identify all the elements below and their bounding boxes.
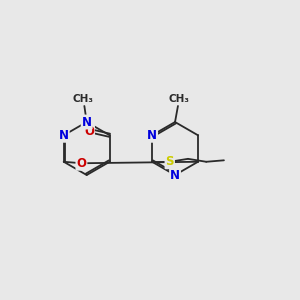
Text: O: O [76, 157, 86, 170]
Text: CH₃: CH₃ [169, 94, 190, 104]
Text: S: S [166, 155, 174, 168]
Text: N: N [82, 116, 92, 128]
Text: N: N [170, 169, 180, 182]
Text: CH₃: CH₃ [72, 94, 93, 104]
Text: O: O [84, 125, 94, 138]
Text: N: N [59, 129, 69, 142]
Text: N: N [147, 129, 157, 142]
